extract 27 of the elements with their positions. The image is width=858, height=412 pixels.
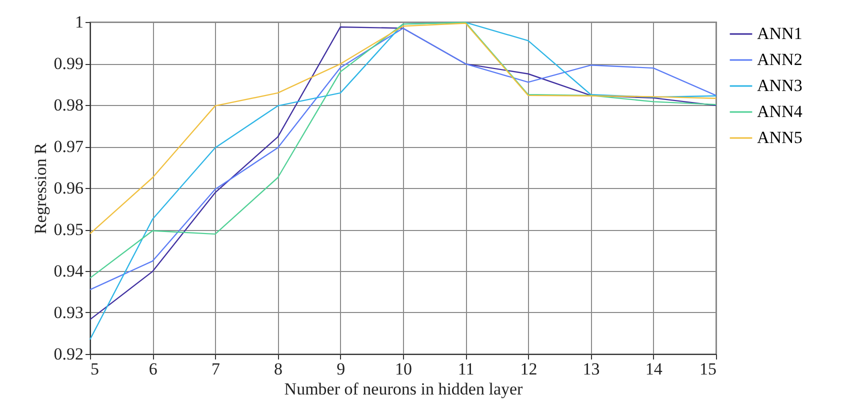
x-tick-label: 15	[700, 360, 716, 378]
legend-label: ANN1	[757, 24, 802, 43]
y-tick-label: 0.92	[54, 344, 84, 364]
y-tick-label: 0.99	[54, 54, 84, 73]
y-tick-label: 0.98	[54, 96, 84, 114]
y-tick-label: 0.95	[54, 220, 84, 239]
x-tick-label: 9	[336, 360, 346, 378]
y-tick-label: 1	[75, 12, 84, 32]
y-tick-label: 0.97	[54, 137, 84, 156]
x-tick-label: 10	[395, 360, 412, 378]
y-axis-title: Regression R	[30, 142, 50, 234]
x-tick-label: 12	[520, 360, 538, 378]
legend-label: ANN5	[757, 128, 802, 147]
x-tick-label: 6	[148, 360, 158, 378]
legend-label: ANN3	[757, 76, 802, 95]
x-tick-label: 14	[645, 360, 663, 378]
x-tick-label: 13	[582, 360, 600, 378]
x-tick-label: 5	[90, 360, 99, 378]
x-tick-label: 8	[274, 360, 283, 378]
legend-label: ANN4	[757, 102, 803, 121]
y-tick-label: 0.93	[54, 303, 84, 322]
x-axis-title: Number of neurons in hidden layer	[284, 380, 524, 398]
x-tick-label: 7	[211, 360, 220, 378]
y-tick-label: 0.96	[54, 178, 84, 198]
x-tick-label: 11	[458, 360, 474, 378]
y-tick-label: 0.94	[54, 262, 84, 280]
legend-label: ANN2	[757, 50, 802, 69]
